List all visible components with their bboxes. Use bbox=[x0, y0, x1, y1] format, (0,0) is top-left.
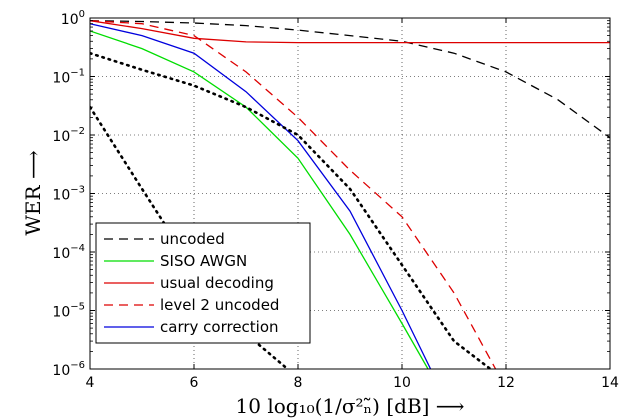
y-tick-label: 10−3 bbox=[52, 185, 85, 204]
legend-label: SISO AWGN bbox=[160, 252, 247, 270]
legend-label: carry correction bbox=[160, 318, 279, 336]
series-level-2-uncoded bbox=[90, 20, 497, 369]
x-tick-label: 6 bbox=[190, 375, 199, 391]
series-unlabeled-dotted bbox=[90, 105, 289, 369]
y-axis-label: WER ⟶ bbox=[21, 150, 45, 235]
series-layer bbox=[90, 20, 610, 369]
x-tick-label: 14 bbox=[601, 375, 619, 391]
y-tick-label: 10−1 bbox=[52, 68, 85, 87]
x-tick-label: 10 bbox=[393, 375, 411, 391]
legend-label: usual decoding bbox=[160, 274, 274, 292]
x-tick-label: 4 bbox=[86, 375, 95, 391]
y-tick-label: 10−5 bbox=[52, 302, 85, 321]
series-uncoded bbox=[90, 20, 610, 139]
y-tick-label: 10−6 bbox=[52, 360, 85, 379]
legend: uncoded SISO AWGN usual decoding level 2 un… bbox=[95, 222, 311, 344]
series-siso-awgn bbox=[90, 30, 429, 369]
y-tick-label: 100 bbox=[61, 9, 85, 28]
x-tick-label: 8 bbox=[294, 375, 303, 391]
series-carry-correction bbox=[90, 23, 432, 369]
x-axis-label: 10 log₁₀(1/σ²ₙ̃) [dB] ⟶ bbox=[236, 394, 465, 418]
legend-label: uncoded bbox=[160, 230, 225, 248]
y-tick-label: 10−4 bbox=[52, 243, 85, 262]
legend-label: level 2 uncoded bbox=[160, 296, 279, 314]
x-tick-label: 12 bbox=[497, 375, 515, 391]
series-usual-decoding bbox=[90, 20, 610, 44]
axis-ticks: 4 6 8 10 12 14 100 10−1 10−2 10−3 10−4 10−5 10−6 bbox=[52, 9, 619, 391]
series-unlabeled-dotted bbox=[90, 51, 492, 369]
y-tick-label: 10−2 bbox=[52, 126, 85, 145]
